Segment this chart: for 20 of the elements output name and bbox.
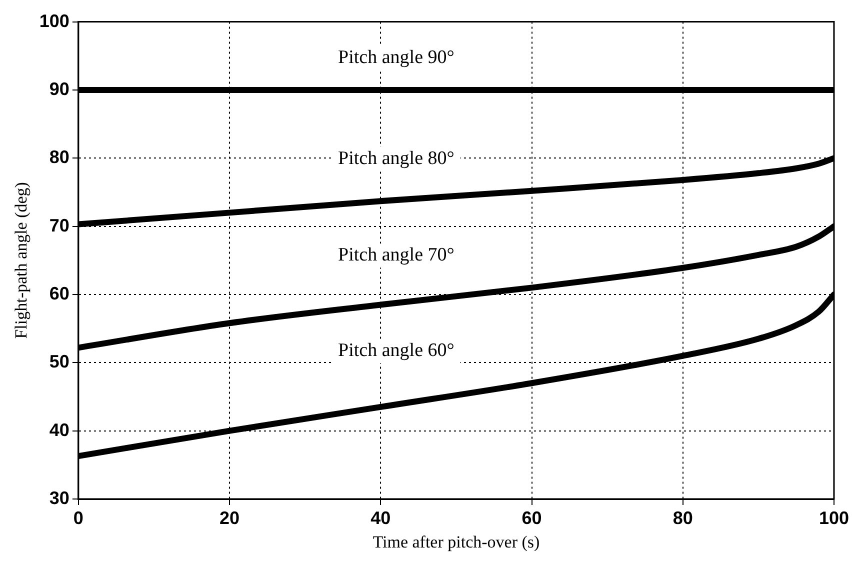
y-tick-label: 90 xyxy=(49,78,70,99)
y-tick-label: 70 xyxy=(49,215,70,236)
x-tick-label: 40 xyxy=(370,508,391,528)
x-tick-label: 100 xyxy=(818,508,850,528)
y-axis-title: Flight-path angle (deg) xyxy=(12,182,31,339)
y-tick-label: 40 xyxy=(49,420,70,440)
series-label: Pitch angle 80° xyxy=(338,148,454,169)
y-tick-label: 60 xyxy=(49,283,70,304)
y-tick-label: 50 xyxy=(49,352,70,372)
y-tick-label: 80 xyxy=(49,147,70,168)
series-label: Pitch angle 60° xyxy=(338,340,454,362)
x-tick-label: 60 xyxy=(522,508,542,528)
x-axis-title: Time after pitch-over (s) xyxy=(372,532,540,552)
y-tick-label: 30 xyxy=(49,488,70,508)
series-label: Pitch angle 90° xyxy=(338,46,454,68)
y-tick-label: 100 xyxy=(39,10,70,31)
series-label: Pitch angle 70° xyxy=(338,244,454,266)
x-tick-label: 0 xyxy=(73,508,84,528)
x-tick-label: 80 xyxy=(672,508,693,528)
x-tick-label: 20 xyxy=(220,508,240,528)
